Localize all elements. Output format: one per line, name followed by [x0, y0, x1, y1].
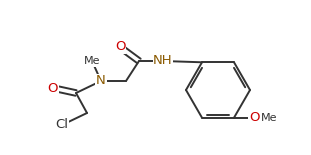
Text: N: N: [96, 75, 106, 88]
Text: O: O: [115, 40, 125, 53]
Text: NH: NH: [153, 55, 173, 67]
Text: Cl: Cl: [55, 119, 68, 131]
Text: Me: Me: [84, 56, 100, 66]
Text: O: O: [249, 111, 259, 124]
Text: Me: Me: [261, 113, 277, 123]
Text: O: O: [48, 82, 58, 95]
